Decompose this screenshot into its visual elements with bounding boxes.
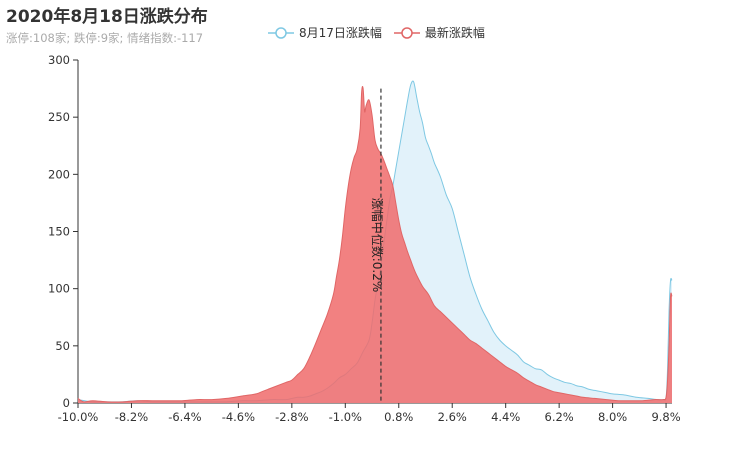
series-latest-line <box>77 85 673 403</box>
legend-item-series-2[interactable]: 最新涨跌幅 <box>393 24 485 41</box>
legend-marker-series-1-icon <box>268 26 294 39</box>
x-tick-label: 4.4% <box>491 410 520 424</box>
series-layer <box>77 80 673 404</box>
y-tick-label: 150 <box>48 225 70 239</box>
y-tick-label: 100 <box>48 282 70 296</box>
x-tick-label: 8.0% <box>598 410 627 424</box>
x-tick-label: 2.6% <box>438 410 467 424</box>
x-tick-label: -8.2% <box>115 410 148 424</box>
x-tick-label: 6.2% <box>545 410 574 424</box>
legend-label-series-2: 最新涨跌幅 <box>424 26 485 40</box>
chart-title: 2020年8月18日涨跌分布 <box>6 7 208 27</box>
x-tick-label: -1.0% <box>329 410 362 424</box>
x-tick-label: -6.4% <box>168 410 201 424</box>
x-tick-label: 0.8% <box>384 410 413 424</box>
x-tick-label: -10.0% <box>58 410 99 424</box>
legend-label-series-1: 8月17日涨跌幅 <box>299 26 382 40</box>
y-tick-label: 200 <box>48 167 70 181</box>
legend-item-series-1[interactable]: 8月17日涨跌幅 <box>268 24 382 41</box>
x-tick-label: -4.6% <box>222 410 255 424</box>
series-latest-area <box>78 86 672 403</box>
x-tick-label: -2.8% <box>275 410 308 424</box>
legend-marker-series-2-icon <box>393 26 420 39</box>
median-label: 涨幅中位数:0.2% <box>370 198 385 293</box>
y-tick-label: 50 <box>55 339 70 353</box>
y-tick-label: 250 <box>48 110 70 124</box>
tick-layer: 0 50 100 150 200 250 300 -10.0% -8.2% -6.4% -4.6% -… <box>48 53 681 424</box>
chart-subtitle: 涨停:108家; 跌停:9家; 情绪指数:-117 <box>6 31 204 45</box>
x-tick-label: 9.8% <box>651 410 680 424</box>
y-tick-label: 0 <box>63 396 70 410</box>
legend: 8月17日涨跌幅 最新涨跌幅 <box>268 24 485 41</box>
y-tick-label: 300 <box>48 53 70 67</box>
median-layer: 涨幅中位数:0.2% <box>370 88 385 403</box>
